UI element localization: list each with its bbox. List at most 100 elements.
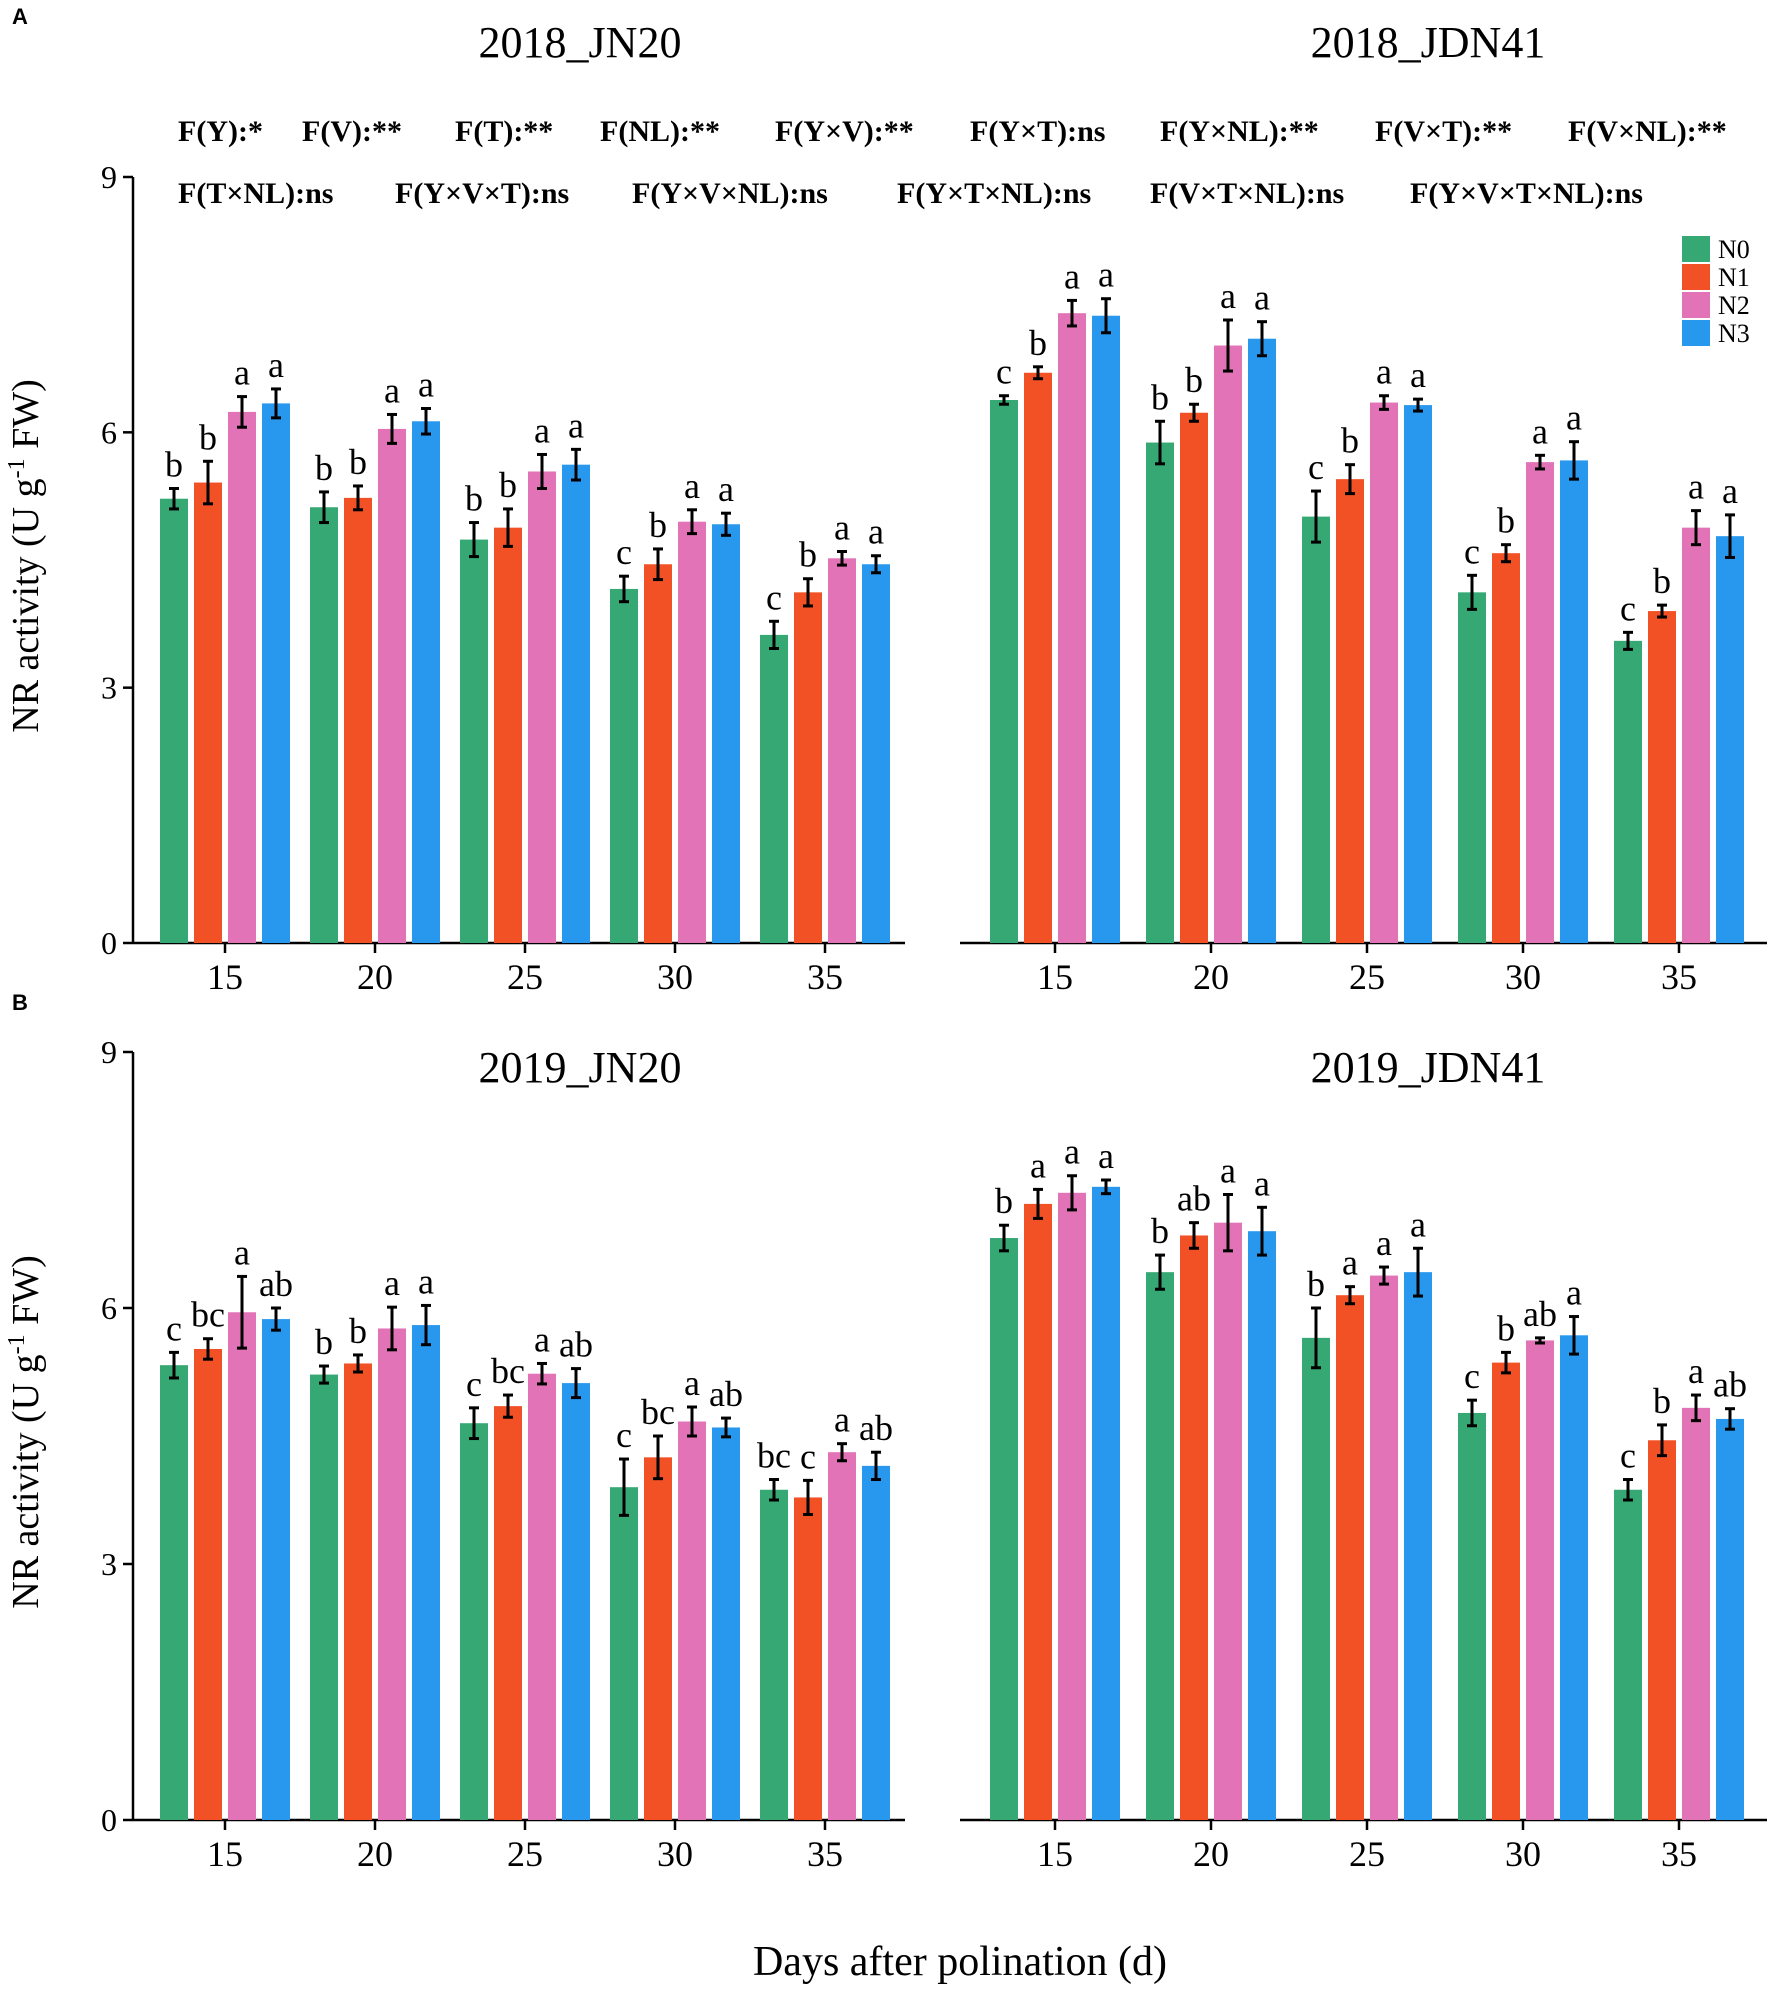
y-tick-label: 9: [101, 159, 117, 195]
bar: [1092, 1186, 1120, 1820]
significance-letter: a: [234, 353, 250, 393]
significance-letter: a: [1220, 276, 1236, 316]
x-tick-label: 20: [1193, 1834, 1229, 1874]
bar: [562, 1383, 590, 1820]
bar: [412, 421, 440, 943]
significance-letter: c: [800, 1436, 816, 1476]
x-tick-label: 25: [507, 1834, 543, 1874]
significance-letter: a: [1410, 1204, 1426, 1244]
significance-letter: ab: [1713, 1365, 1747, 1405]
bar: [828, 1452, 856, 1820]
bar: [990, 1238, 1018, 1820]
significance-letter: ab: [709, 1374, 743, 1414]
x-axis-label: Days after polination (d): [753, 1939, 1167, 1985]
x-tick-label: 20: [357, 1834, 393, 1874]
bar: [1214, 345, 1242, 943]
bar: [310, 507, 338, 943]
x-tick-label: 15: [1037, 1834, 1073, 1874]
stat-label: F(Y×NL):**: [1160, 115, 1319, 148]
panel-title: 2018_JN20: [479, 18, 682, 67]
bar: [378, 1328, 406, 1820]
bar: [1648, 611, 1676, 943]
bar: [1614, 1489, 1642, 1820]
significance-letter: a: [384, 1263, 400, 1303]
bar: [610, 588, 638, 943]
significance-letter: a: [1566, 1273, 1582, 1313]
stat-label: F(V×NL):**: [1568, 115, 1727, 148]
stat-label: F(NL):**: [600, 115, 720, 148]
significance-letter: c: [466, 1364, 482, 1404]
bar: [528, 1373, 556, 1820]
significance-letter: a: [1064, 1132, 1080, 1172]
x-tick-label: 35: [1661, 957, 1697, 997]
legend-swatch: [1682, 292, 1710, 318]
bar: [678, 1421, 706, 1820]
bar: [1458, 592, 1486, 943]
bar: [1058, 1192, 1086, 1820]
bar: [228, 411, 256, 943]
significance-letter: b: [499, 465, 517, 505]
bar: [1302, 516, 1330, 943]
bar: [1092, 315, 1120, 944]
panel-title: 2019_JN20: [479, 1043, 682, 1092]
bar: [460, 539, 488, 943]
bar: [1370, 1275, 1398, 1820]
x-tick-label: 30: [657, 1834, 693, 1874]
x-tick-label: 15: [207, 1834, 243, 1874]
bar: [828, 558, 856, 943]
significance-letter: c: [616, 1415, 632, 1455]
significance-letter: a: [1722, 471, 1738, 511]
legend-label: N2: [1718, 291, 1750, 320]
significance-letter: ab: [1523, 1294, 1557, 1334]
significance-letter: a: [1220, 1151, 1236, 1191]
stat-label: F(Y×V):**: [775, 115, 914, 148]
significance-letter: b: [1653, 1381, 1671, 1421]
bar: [262, 1319, 290, 1820]
stat-label: F(Y):*: [178, 115, 263, 148]
bar: [1648, 1440, 1676, 1820]
legend-swatch: [1682, 320, 1710, 346]
significance-letter: a: [834, 1400, 850, 1440]
x-tick-label: 30: [657, 957, 693, 997]
significance-letter: b: [1151, 1211, 1169, 1251]
bar: [1716, 1418, 1744, 1820]
significance-letter: a: [384, 370, 400, 410]
significance-letter: ab: [1177, 1179, 1211, 1219]
significance-letter: b: [1029, 323, 1047, 363]
bar: [1526, 462, 1554, 943]
panel-letter-a: A: [12, 4, 28, 29]
bar: [1214, 1222, 1242, 1820]
stats-row-2: F(T×NL):ns F(Y×V×T):ns F(Y×V×NL):ns F(Y×T×N…: [178, 177, 1643, 210]
bar: [760, 1489, 788, 1820]
stat-label: F(V×T×NL):ns: [1150, 177, 1344, 210]
y-tick-label: 6: [101, 414, 117, 450]
x-tick-label: 25: [1349, 957, 1385, 997]
bar: [1180, 412, 1208, 943]
bar: [378, 428, 406, 943]
legend-label: N3: [1718, 319, 1750, 348]
x-tick-label: 30: [1505, 957, 1541, 997]
bar: [460, 1423, 488, 1820]
bar: [1526, 1340, 1554, 1820]
stat-label: F(Y×V×T):ns: [395, 177, 569, 210]
bar: [1248, 338, 1276, 943]
significance-letter: b: [995, 1181, 1013, 1221]
x-tick-label: 15: [1037, 957, 1073, 997]
significance-letter: a: [1254, 278, 1270, 318]
significance-letter: c: [1620, 1436, 1636, 1476]
bar: [794, 592, 822, 943]
legend-label: N1: [1718, 263, 1750, 292]
bar: [1404, 405, 1432, 943]
significance-letter: a: [568, 405, 584, 445]
stat-label: F(V):**: [302, 115, 402, 148]
bar: [1492, 553, 1520, 943]
significance-letter: c: [1308, 447, 1324, 487]
bar: [1024, 1203, 1052, 1820]
panel-title: 2018_JDN41: [1311, 18, 1546, 67]
y-axis-label-bottom: NR activity (U g-1 FW): [4, 1255, 47, 1609]
significance-letter: b: [1497, 1308, 1515, 1348]
